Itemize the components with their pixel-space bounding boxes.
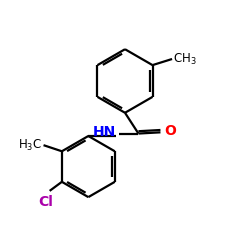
Text: H$_3$C: H$_3$C [18,138,42,153]
Text: HN: HN [93,125,116,139]
Text: Cl: Cl [38,195,54,209]
Text: O: O [164,124,176,138]
Text: CH$_3$: CH$_3$ [173,52,197,66]
